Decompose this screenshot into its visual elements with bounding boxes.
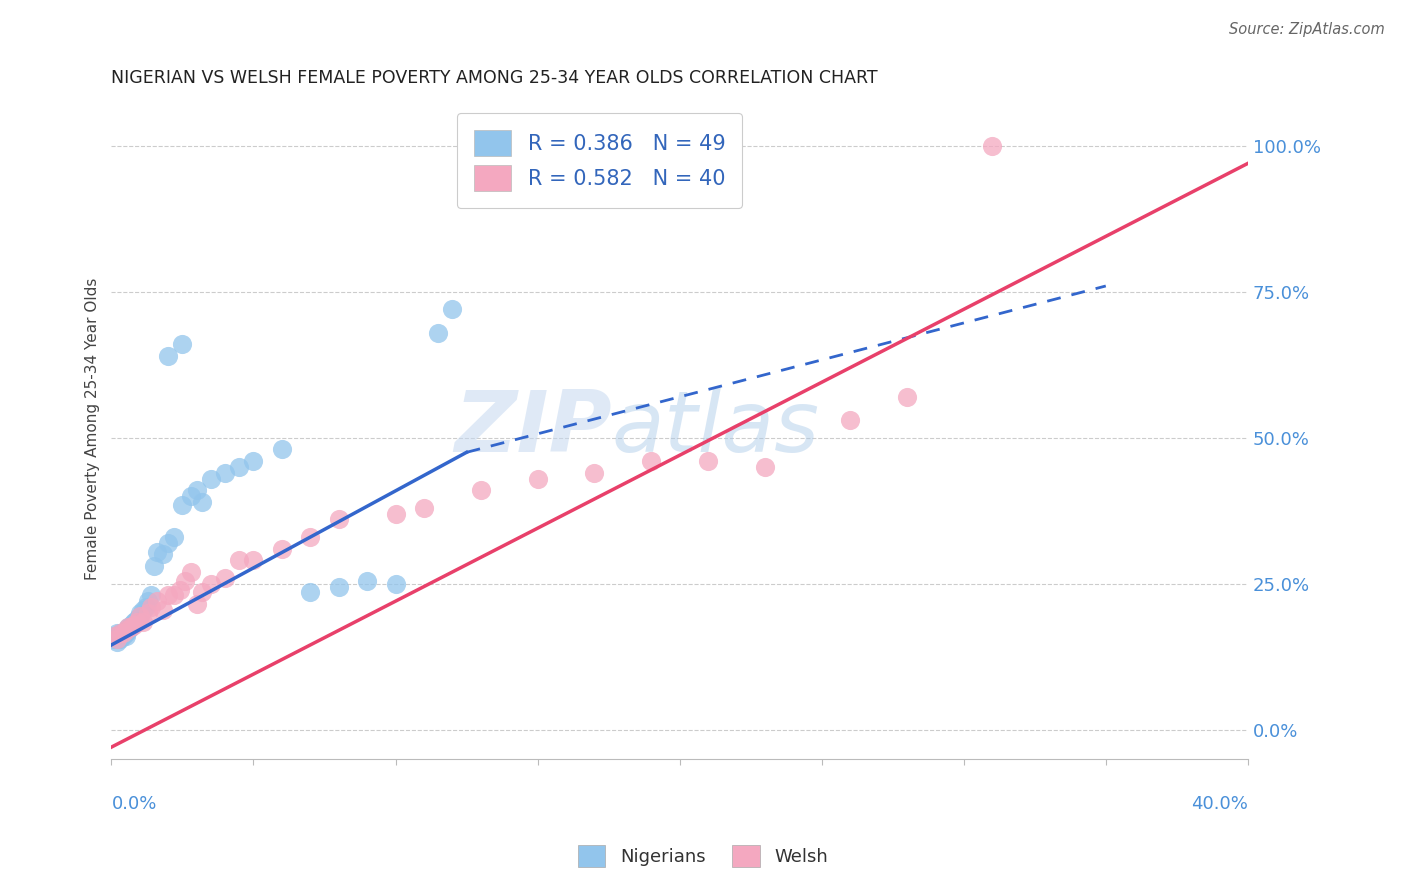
Point: [131, 603, 153, 617]
Point: [157, 588, 180, 602]
Point: [111, 629, 134, 643]
Point: [134, 600, 156, 615]
Point: [114, 624, 136, 638]
Text: 40.0%: 40.0%: [1191, 795, 1249, 814]
Point: [125, 612, 148, 626]
Point: [163, 530, 186, 544]
Point: [214, 571, 236, 585]
Point: [228, 553, 250, 567]
Point: [108, 626, 131, 640]
Point: [157, 349, 180, 363]
Point: [981, 139, 1004, 153]
Point: [120, 620, 142, 634]
Point: [157, 536, 180, 550]
Point: [697, 454, 720, 468]
Legend: R = 0.386   N = 49, R = 0.582   N = 40: R = 0.386 N = 49, R = 0.582 N = 40: [457, 113, 742, 208]
Point: [125, 615, 148, 629]
Point: [117, 620, 139, 634]
Point: [470, 483, 492, 498]
Point: [111, 626, 134, 640]
Text: atlas: atlas: [612, 387, 820, 470]
Point: [103, 629, 125, 643]
Point: [108, 626, 131, 640]
Point: [114, 624, 136, 638]
Point: [174, 574, 197, 588]
Point: [583, 466, 606, 480]
Point: [117, 620, 139, 634]
Point: [152, 603, 174, 617]
Point: [526, 472, 548, 486]
Point: [163, 588, 186, 602]
Point: [105, 632, 128, 647]
Point: [270, 442, 292, 457]
Point: [128, 608, 150, 623]
Point: [125, 615, 148, 629]
Point: [122, 615, 145, 629]
Point: [143, 559, 166, 574]
Point: [120, 617, 142, 632]
Point: [242, 553, 264, 567]
Point: [138, 606, 160, 620]
Point: [328, 580, 350, 594]
Point: [754, 459, 776, 474]
Point: [117, 624, 139, 638]
Point: [270, 541, 292, 556]
Point: [141, 600, 163, 615]
Point: [200, 472, 222, 486]
Point: [441, 302, 464, 317]
Point: [413, 500, 436, 515]
Text: NIGERIAN VS WELSH FEMALE POVERTY AMONG 25-34 YEAR OLDS CORRELATION CHART: NIGERIAN VS WELSH FEMALE POVERTY AMONG 2…: [111, 69, 877, 87]
Point: [105, 632, 128, 647]
Point: [146, 594, 169, 608]
Point: [186, 597, 208, 611]
Point: [103, 632, 125, 647]
Point: [103, 629, 125, 643]
Point: [122, 615, 145, 629]
Point: [299, 585, 322, 599]
Point: [299, 530, 322, 544]
Point: [356, 574, 378, 588]
Point: [172, 337, 194, 351]
Point: [111, 626, 134, 640]
Text: ZIP: ZIP: [454, 387, 612, 470]
Point: [228, 459, 250, 474]
Point: [328, 512, 350, 526]
Point: [152, 548, 174, 562]
Point: [114, 626, 136, 640]
Point: [172, 498, 194, 512]
Point: [200, 576, 222, 591]
Y-axis label: Female Poverty Among 25-34 Year Olds: Female Poverty Among 25-34 Year Olds: [86, 277, 100, 580]
Text: 0.0%: 0.0%: [111, 795, 157, 814]
Point: [186, 483, 208, 498]
Point: [839, 413, 862, 427]
Point: [242, 454, 264, 468]
Point: [384, 576, 406, 591]
Point: [169, 582, 191, 597]
Point: [114, 629, 136, 643]
Point: [138, 594, 160, 608]
Point: [131, 615, 153, 629]
Point: [896, 390, 918, 404]
Point: [108, 632, 131, 647]
Point: [180, 565, 202, 579]
Point: [214, 466, 236, 480]
Point: [146, 544, 169, 558]
Point: [128, 608, 150, 623]
Point: [105, 635, 128, 649]
Text: Source: ZipAtlas.com: Source: ZipAtlas.com: [1229, 22, 1385, 37]
Point: [384, 507, 406, 521]
Point: [128, 606, 150, 620]
Point: [122, 617, 145, 632]
Point: [141, 588, 163, 602]
Point: [191, 495, 214, 509]
Legend: Nigerians, Welsh: Nigerians, Welsh: [571, 838, 835, 874]
Point: [180, 489, 202, 503]
Point: [108, 629, 131, 643]
Point: [427, 326, 450, 340]
Point: [191, 585, 214, 599]
Point: [120, 620, 142, 634]
Point: [640, 454, 662, 468]
Point: [105, 626, 128, 640]
